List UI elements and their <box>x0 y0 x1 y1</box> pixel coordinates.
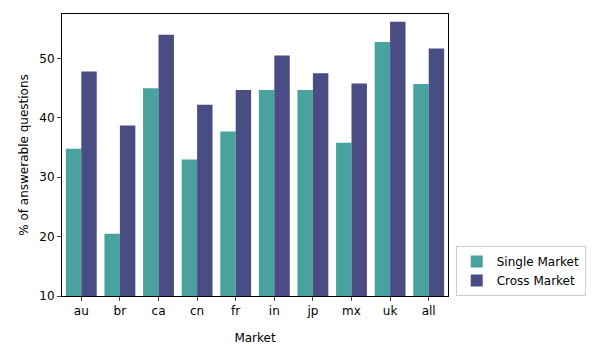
svg-text:au: au <box>74 304 89 318</box>
svg-text:fr: fr <box>231 304 240 318</box>
svg-text:mx: mx <box>342 304 361 318</box>
svg-text:Cross Market: Cross Market <box>497 274 575 288</box>
svg-text:uk: uk <box>383 304 398 318</box>
svg-text:all: all <box>422 304 436 318</box>
svg-text:% of answerable questions: % of answerable questions <box>17 74 31 236</box>
svg-text:jp: jp <box>306 304 318 318</box>
svg-text:cn: cn <box>190 304 204 318</box>
svg-text:10: 10 <box>39 289 54 303</box>
svg-text:20: 20 <box>39 230 54 244</box>
svg-text:40: 40 <box>39 111 54 125</box>
svg-text:br: br <box>114 304 127 318</box>
svg-text:ca: ca <box>152 304 166 318</box>
svg-text:Single Market: Single Market <box>497 255 579 269</box>
svg-text:in: in <box>269 304 280 318</box>
svg-text:30: 30 <box>39 170 54 184</box>
svg-text:Market: Market <box>234 331 276 345</box>
svg-text:50: 50 <box>39 52 54 66</box>
